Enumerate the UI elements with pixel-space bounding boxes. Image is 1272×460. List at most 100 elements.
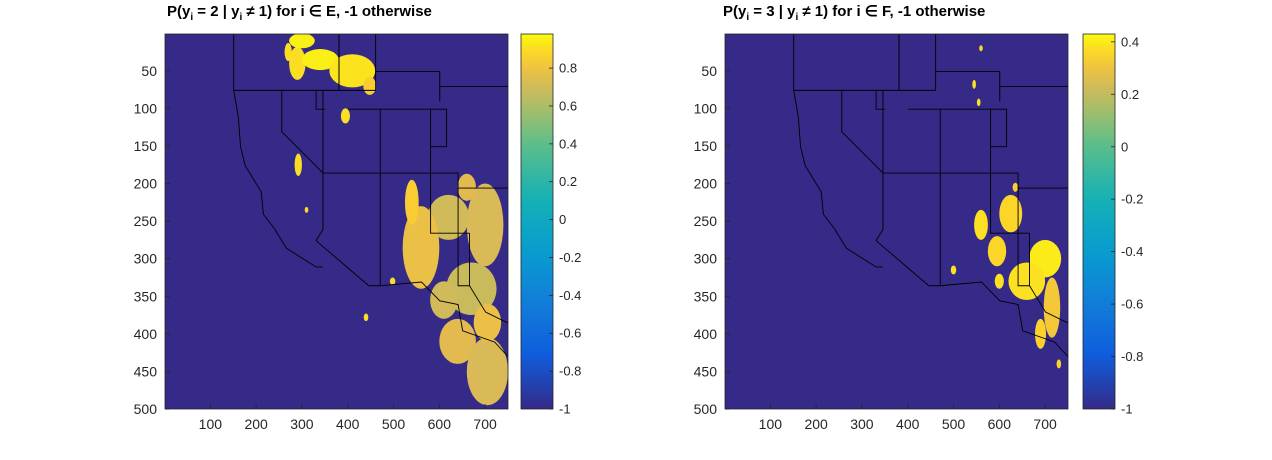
- heatmap-region: [457, 173, 476, 201]
- x-tick-label: 600: [428, 416, 452, 432]
- y-tick-label: 350: [694, 288, 718, 304]
- state-border: [1030, 233, 1069, 323]
- state-border: [842, 90, 883, 173]
- title-subscript: i: [746, 12, 750, 23]
- heatmap-svg-right: 100 200 300 400 500 600 700 50 100 150 200 250 300 35…: [694, 33, 1143, 432]
- state-border: [316, 90, 380, 285]
- colorbar-tick-label: -0.6: [559, 326, 581, 341]
- heatmap-region: [284, 43, 292, 62]
- colorbar-tick-label: -0.2: [1121, 192, 1143, 207]
- heatmap-region: [466, 183, 504, 267]
- title-main: P(y: [723, 3, 747, 20]
- state-border: [876, 90, 885, 109]
- heatmap-region: [340, 108, 351, 124]
- heatmap-region: [974, 209, 988, 240]
- state-border: [458, 188, 469, 286]
- y-tick-label: 150: [694, 138, 718, 154]
- x-tick-label: 300: [290, 416, 314, 432]
- heatmap-panel-right: P(yi = 3 | yi ≠ 1) for i ∈ F, -1 otherwi…: [636, 0, 1272, 460]
- y-tick-label: 350: [134, 288, 158, 304]
- title-middle: = 2 | y: [193, 3, 240, 20]
- y-tick-label: 300: [694, 251, 718, 267]
- state-border: [431, 109, 447, 147]
- x-tick-label: 100: [199, 416, 223, 432]
- y-tick-label: 450: [134, 363, 158, 379]
- heatmap-region: [294, 153, 302, 177]
- heatmap-region: [1012, 182, 1019, 192]
- heatmap-region: [1008, 262, 1046, 301]
- colorbar-tick-label: -1: [1121, 402, 1133, 417]
- colorbar-tick-label: -0.6: [1121, 297, 1143, 312]
- heatmap-panel-left: P(yi = 2 | yi ≠ 1) for i ∈ E, -1 otherwi…: [134, 3, 582, 432]
- colorbar: [1082, 33, 1116, 410]
- heatmap-region: [1035, 318, 1047, 349]
- y-tick-label: 300: [134, 251, 158, 267]
- y-tick-label: 100: [694, 100, 718, 116]
- y-tick-label: 50: [701, 63, 717, 79]
- x-tick-label: 300: [850, 416, 874, 432]
- y-tick-label: 400: [134, 326, 158, 342]
- heatmap-region: [466, 337, 508, 406]
- colorbar-tick-label: -0.8: [1121, 349, 1143, 364]
- state-border: [431, 173, 509, 188]
- state-border: [940, 282, 1068, 357]
- heatmap-region: [950, 265, 957, 275]
- heatmap-region: [979, 45, 983, 52]
- heatmap-region: [1043, 277, 1061, 338]
- heatmap-region: [289, 46, 306, 80]
- x-tick-label: 200: [804, 416, 828, 432]
- title-end: ≠ 1) for i ∈ E, -1 otherwise: [242, 3, 432, 20]
- state-border: [991, 173, 1069, 188]
- x-tick-label: 700: [1033, 416, 1057, 432]
- state-border: [234, 90, 323, 267]
- y-tick-label: 400: [694, 326, 718, 342]
- state-border: [794, 90, 883, 267]
- y-tick-label: 250: [134, 213, 158, 229]
- title-subscript: i: [190, 12, 194, 23]
- colorbar-tick-label: 0.2: [559, 174, 577, 189]
- y-tick-label: 500: [134, 401, 158, 417]
- state-border: [991, 109, 1007, 147]
- colorbar-tick-label: 0: [559, 212, 566, 227]
- state-border: [899, 34, 936, 90]
- heatmap-svg-left: 100 200 300 400 500 600 700 50 100 150 200 250 300 35…: [134, 33, 581, 432]
- state-border: [380, 282, 508, 357]
- colorbar-tick-label: 0: [1121, 139, 1128, 154]
- chart-title: P(yi = 3 | yi ≠ 1) for i ∈ F, -1 otherwi…: [723, 2, 985, 23]
- heatmap-region: [363, 313, 369, 322]
- state-border: [1018, 188, 1029, 286]
- heatmap-region: [301, 49, 339, 71]
- state-border: [376, 72, 440, 102]
- heatmap-region: [439, 318, 476, 364]
- colorbar-tick-label: -0.4: [1121, 244, 1143, 259]
- title-main: P(y: [167, 3, 191, 20]
- colorbar-tick-label: -1: [559, 402, 571, 417]
- state-border: [380, 173, 469, 233]
- colorbar-tick-label: -0.8: [559, 364, 581, 379]
- colorbar-tick-label: 0.4: [559, 136, 577, 151]
- colorbar-tick-label: -0.4: [559, 288, 581, 303]
- heatmap-region: [972, 79, 976, 89]
- heatmap-region: [402, 206, 440, 289]
- heatmap-region: [427, 194, 470, 240]
- x-tick-label: 700: [473, 416, 497, 432]
- colorbar-tick-label: -0.2: [559, 250, 581, 265]
- state-border: [348, 109, 380, 173]
- heatmap-region: [430, 281, 458, 319]
- x-tick-label: 500: [942, 416, 966, 432]
- heatmap-region: [304, 206, 309, 213]
- title-end: ≠ 1) for i ∈ F, -1 otherwise: [798, 3, 986, 20]
- y-tick-label: 500: [694, 401, 718, 417]
- state-border: [316, 90, 325, 109]
- colorbar: [520, 33, 554, 410]
- state-border: [339, 34, 376, 90]
- x-tick-label: 600: [988, 416, 1012, 432]
- heatmap-region: [994, 273, 1004, 289]
- colorbar-tick-label: 0.8: [559, 61, 577, 76]
- state-border: [936, 72, 1000, 102]
- y-tick-label: 50: [141, 63, 157, 79]
- y-tick-label: 100: [134, 100, 158, 116]
- heatmap-region: [473, 303, 502, 342]
- x-tick-label: 100: [759, 416, 783, 432]
- x-tick-label: 400: [896, 416, 920, 432]
